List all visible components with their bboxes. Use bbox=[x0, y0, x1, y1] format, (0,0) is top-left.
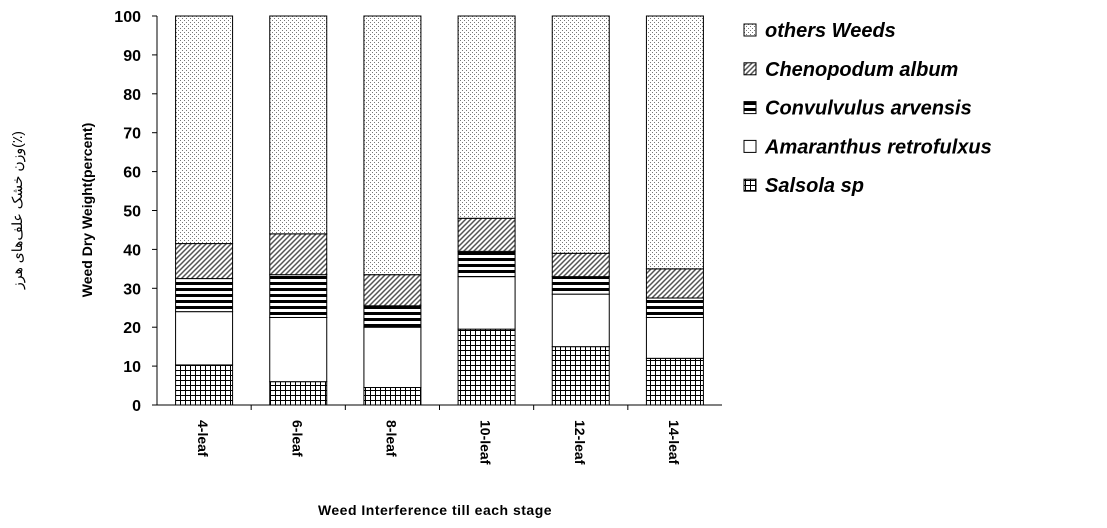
x-tick-label: 4-leaf bbox=[195, 420, 211, 457]
bar-segment bbox=[269, 15, 328, 235]
legend-label: Convulvulus arvensis bbox=[765, 98, 972, 120]
y-label-secondary: وزن خشک علف‌های هرز(٪) bbox=[9, 131, 26, 290]
legend-label: others Weeds bbox=[765, 20, 896, 42]
legend-label: Salsola sp bbox=[765, 175, 864, 197]
bar-segment bbox=[645, 268, 704, 299]
legend-swatch bbox=[743, 178, 757, 192]
legend-swatch bbox=[743, 62, 757, 76]
bar-segment bbox=[175, 311, 234, 366]
bar-segment bbox=[175, 278, 234, 313]
bar-segment bbox=[551, 252, 610, 278]
bar-segment bbox=[551, 15, 610, 254]
y-tick-label: 80 bbox=[123, 87, 141, 104]
y-tick-label: 90 bbox=[123, 48, 141, 65]
bar-segment bbox=[551, 293, 610, 348]
bar-segment bbox=[269, 381, 328, 406]
bar-segment bbox=[269, 274, 328, 318]
bar-segment bbox=[645, 316, 704, 359]
legend-swatch bbox=[743, 139, 757, 153]
bar-segment bbox=[645, 15, 704, 270]
bar-segment bbox=[645, 357, 704, 406]
bar-segment bbox=[363, 305, 422, 328]
x-tick-label: 14-leaf bbox=[666, 420, 682, 465]
legend-label: Amaranthus retrofulxus bbox=[764, 136, 992, 158]
y-tick-label: 40 bbox=[123, 242, 141, 259]
bar-segment bbox=[457, 250, 516, 278]
bar-segment bbox=[175, 364, 234, 406]
bar-segment bbox=[363, 274, 422, 307]
bar-segment bbox=[551, 276, 610, 295]
bar-segment bbox=[269, 233, 328, 276]
legend-swatch bbox=[743, 23, 757, 37]
y-tick-label: 50 bbox=[123, 204, 141, 221]
y-tick-label: 0 bbox=[132, 398, 141, 415]
x-tick-label: 6-leaf bbox=[289, 420, 305, 457]
y-tick-label: 10 bbox=[123, 359, 141, 376]
bar-segment bbox=[551, 346, 610, 406]
y-tick-label: 30 bbox=[123, 281, 141, 298]
bar-segment bbox=[457, 328, 516, 406]
y-label: Weed Dry Weight(percent) bbox=[79, 123, 95, 298]
bar-segment bbox=[457, 276, 516, 330]
bar-segment bbox=[363, 326, 422, 388]
y-tick-label: 100 bbox=[114, 9, 141, 26]
bar-segment bbox=[363, 386, 422, 406]
y-tick-label: 60 bbox=[123, 165, 141, 182]
bar-segment bbox=[269, 316, 328, 383]
x-tick-label: 10-leaf bbox=[478, 420, 494, 465]
x-label: Weed Interference till each stage bbox=[318, 502, 552, 518]
x-tick-label: 8-leaf bbox=[383, 420, 399, 457]
y-tick-label: 20 bbox=[123, 320, 141, 337]
bar-segment bbox=[175, 15, 234, 245]
legend-swatch bbox=[743, 101, 757, 115]
bar-segment bbox=[457, 217, 516, 252]
x-tick-label: 12-leaf bbox=[572, 420, 588, 465]
y-tick-label: 70 bbox=[123, 126, 141, 143]
bar-segment bbox=[645, 297, 704, 318]
bar-segment bbox=[457, 15, 516, 219]
bar-segment bbox=[175, 243, 234, 280]
bar-segment bbox=[363, 15, 422, 276]
legend-label: Chenopodum album bbox=[765, 59, 958, 81]
